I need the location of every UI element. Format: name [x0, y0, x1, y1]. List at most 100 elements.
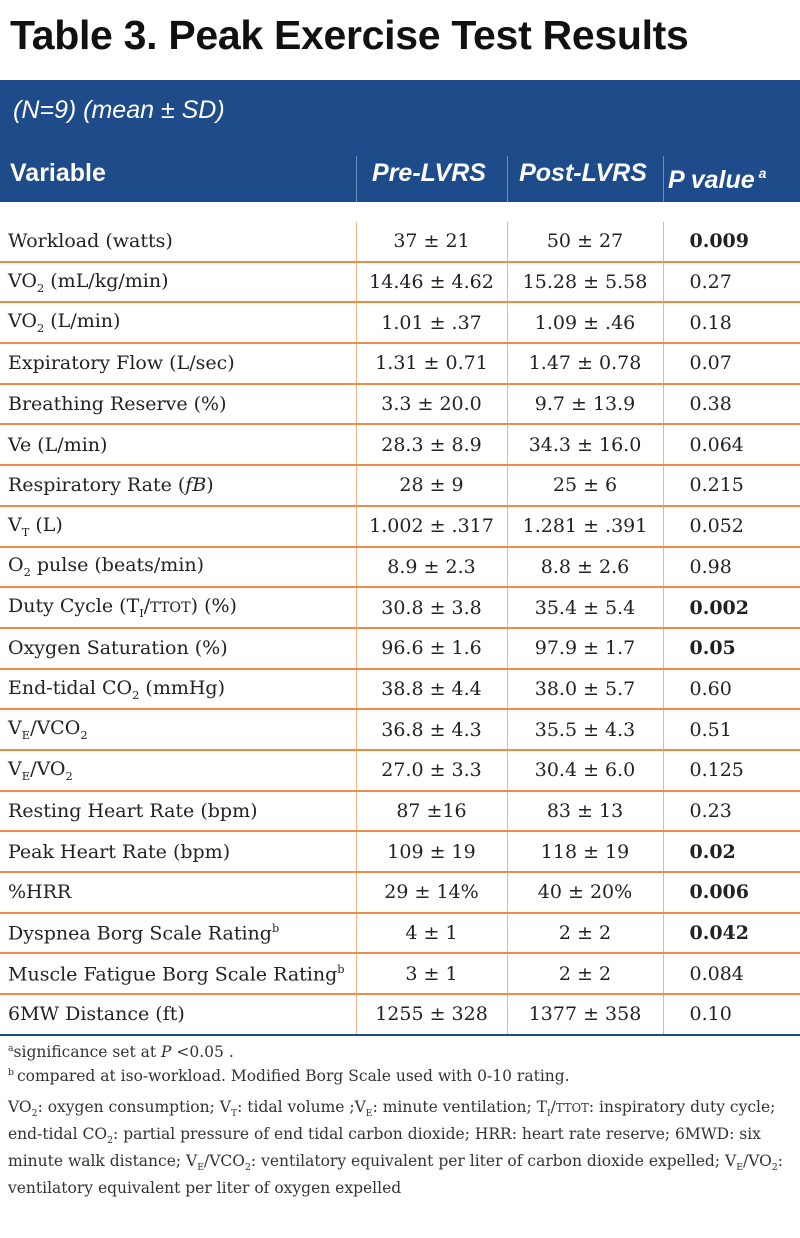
- table-row: VE/VO2 27.0 ± 3.3 30.4 ± 6.0 0.125: [0, 749, 800, 792]
- p-value-cell: 0.60: [663, 668, 800, 711]
- table-row: Breathing Reserve (%) 3.3 ± 20.0 9.7 ± 13.…: [0, 383, 800, 426]
- variable-cell: Oxygen Saturation (%): [0, 627, 357, 670]
- p-value-cell: 0.51: [663, 709, 800, 751]
- column-header-variable: Variable: [10, 159, 106, 187]
- table-row: O2 pulse (beats/min) 8.9 ± 2.3 8.8 ± 2.6 0.…: [0, 546, 800, 589]
- pre-lvrs-cell: 14.46 ± 4.62: [356, 261, 508, 304]
- pre-lvrs-cell: 96.6 ± 1.6: [356, 627, 508, 670]
- variable-cell: 6MW Distance (ft): [0, 994, 357, 1036]
- p-value-cell: 0.38: [663, 383, 800, 426]
- table-subtitle: (N=9) (mean ± SD): [13, 96, 225, 124]
- table-row: VO2 (mL/kg/min) 14.46 ± 4.62 15.28 ± 5.58 0…: [0, 261, 800, 304]
- pre-lvrs-cell: 28.3 ± 8.9: [356, 424, 508, 467]
- post-lvrs-cell: 8.8 ± 2.6: [507, 546, 664, 589]
- post-lvrs-cell: 50 ± 27: [507, 222, 664, 263]
- p-value-cell: 0.02: [663, 831, 800, 873]
- table-row: Peak Heart Rate (bpm) 109 ± 19 118 ± 19 0.0…: [0, 831, 800, 873]
- p-value-cell: 0.125: [663, 749, 800, 792]
- table-row: 6MW Distance (ft) 1255 ± 328 1377 ± 358 0.1…: [0, 994, 800, 1036]
- header-divider: [507, 156, 508, 202]
- pre-lvrs-cell: 1.31 ± 0.71: [356, 343, 508, 385]
- p-value-cell: 0.27: [663, 261, 800, 304]
- pre-lvrs-cell: 1.01 ± .37: [356, 302, 508, 345]
- post-lvrs-cell: 34.3 ± 16.0: [507, 424, 664, 467]
- table-title: Table 3. Peak Exercise Test Results: [10, 12, 689, 58]
- post-lvrs-cell: 35.4 ± 5.4: [507, 587, 664, 629]
- table-row: Resting Heart Rate (bpm) 87 ±16 83 ± 13 0.2…: [0, 790, 800, 833]
- variable-cell: Dyspnea Borg Scale Ratingb: [0, 912, 357, 955]
- table-row: Respiratory Rate (fB) 28 ± 9 25 ± 6 0.215: [0, 465, 800, 507]
- table-row: VO2 (L/min) 1.01 ± .37 1.09 ± .46 0.18: [0, 302, 800, 345]
- pre-lvrs-cell: 3.3 ± 20.0: [356, 383, 508, 426]
- variable-cell: VO2 (mL/kg/min): [0, 261, 357, 304]
- header-divider: [663, 156, 664, 202]
- header-divider: [356, 156, 357, 202]
- p-value-cell: 0.07: [663, 343, 800, 385]
- p-value-cell: 0.006: [663, 872, 800, 914]
- post-lvrs-cell: 25 ± 6: [507, 465, 664, 507]
- p-value-cell: 0.23: [663, 790, 800, 833]
- post-lvrs-cell: 1.09 ± .46: [507, 302, 664, 345]
- p-value-cell: 0.042: [663, 912, 800, 955]
- variable-cell: End-tidal CO2 (mmHg): [0, 668, 357, 711]
- pre-lvrs-cell: 3 ± 1: [356, 953, 508, 996]
- variable-cell: Peak Heart Rate (bpm): [0, 831, 357, 873]
- pre-lvrs-cell: 4 ± 1: [356, 912, 508, 955]
- variable-cell: Breathing Reserve (%): [0, 383, 357, 426]
- variable-cell: VO2 (L/min): [0, 302, 357, 345]
- results-table-body: Workload (watts) 37 ± 21 50 ± 27 0.009 VO2 (…: [0, 222, 800, 1036]
- variable-cell: %HRR: [0, 872, 357, 914]
- variable-cell: VE/VCO2: [0, 709, 357, 751]
- post-lvrs-cell: 1.281 ± .391: [507, 505, 664, 548]
- pre-lvrs-cell: 8.9 ± 2.3: [356, 546, 508, 589]
- post-lvrs-cell: 40 ± 20%: [507, 872, 664, 914]
- pre-lvrs-cell: 109 ± 19: [356, 831, 508, 873]
- pre-lvrs-cell: 27.0 ± 3.3: [356, 749, 508, 792]
- column-header-post: Post-LVRS: [519, 159, 647, 187]
- variable-cell: Ve (L/min): [0, 424, 357, 467]
- variable-cell: VT (L): [0, 505, 357, 548]
- p-value-cell: 0.064: [663, 424, 800, 467]
- abbreviations-note: VO2: oxygen consumption; VT: tidal volum…: [8, 1098, 784, 1198]
- p-value-cell: 0.98: [663, 546, 800, 589]
- post-lvrs-cell: 83 ± 13: [507, 790, 664, 833]
- column-header-pvalue: P value a: [668, 165, 767, 194]
- post-lvrs-cell: 118 ± 19: [507, 831, 664, 873]
- table-row: Expiratory Flow (L/sec) 1.31 ± 0.71 1.47 ±…: [0, 343, 800, 385]
- post-lvrs-cell: 2 ± 2: [507, 953, 664, 996]
- post-lvrs-cell: 2 ± 2: [507, 912, 664, 955]
- p-value-cell: 0.05: [663, 627, 800, 670]
- pre-lvrs-cell: 1.002 ± .317: [356, 505, 508, 548]
- table-row: Workload (watts) 37 ± 21 50 ± 27 0.009: [0, 222, 800, 263]
- footnote-a: asignificance set at P <0.05 .: [8, 1043, 234, 1062]
- p-value-cell: 0.052: [663, 505, 800, 548]
- p-value-cell: 0.10: [663, 994, 800, 1036]
- variable-cell: O2 pulse (beats/min): [0, 546, 357, 589]
- pre-lvrs-cell: 30.8 ± 3.8: [356, 587, 508, 629]
- post-lvrs-cell: 1.47 ± 0.78: [507, 343, 664, 385]
- post-lvrs-cell: 38.0 ± 5.7: [507, 668, 664, 711]
- table-row: %HRR 29 ± 14% 40 ± 20% 0.006: [0, 872, 800, 914]
- p-value-cell: 0.215: [663, 465, 800, 507]
- table-row: End-tidal CO2 (mmHg) 38.8 ± 4.4 38.0 ± 5.7…: [0, 668, 800, 711]
- footnote-b: b compared at iso-workload. Modified Borg…: [8, 1067, 570, 1086]
- pre-lvrs-cell: 36.8 ± 4.3: [356, 709, 508, 751]
- table-row: VT (L) 1.002 ± .317 1.281 ± .391 0.052: [0, 505, 800, 548]
- post-lvrs-cell: 15.28 ± 5.58: [507, 261, 664, 304]
- post-lvrs-cell: 30.4 ± 6.0: [507, 749, 664, 792]
- column-header-pre: Pre-LVRS: [372, 159, 486, 187]
- post-lvrs-cell: 35.5 ± 4.3: [507, 709, 664, 751]
- post-lvrs-cell: 9.7 ± 13.9: [507, 383, 664, 426]
- pre-lvrs-cell: 38.8 ± 4.4: [356, 668, 508, 711]
- variable-cell: Workload (watts): [0, 222, 357, 263]
- pre-lvrs-cell: 37 ± 21: [356, 222, 508, 263]
- p-value-cell: 0.18: [663, 302, 800, 345]
- variable-cell: Muscle Fatigue Borg Scale Ratingb: [0, 953, 357, 996]
- variable-cell: Respiratory Rate (fB): [0, 465, 357, 507]
- results-table: Workload (watts) 37 ± 21 50 ± 27 0.009 VO2 (…: [0, 222, 800, 1036]
- p-value-cell: 0.002: [663, 587, 800, 629]
- pre-lvrs-cell: 87 ±16: [356, 790, 508, 833]
- table-row: Ve (L/min) 28.3 ± 8.9 34.3 ± 16.0 0.064: [0, 424, 800, 467]
